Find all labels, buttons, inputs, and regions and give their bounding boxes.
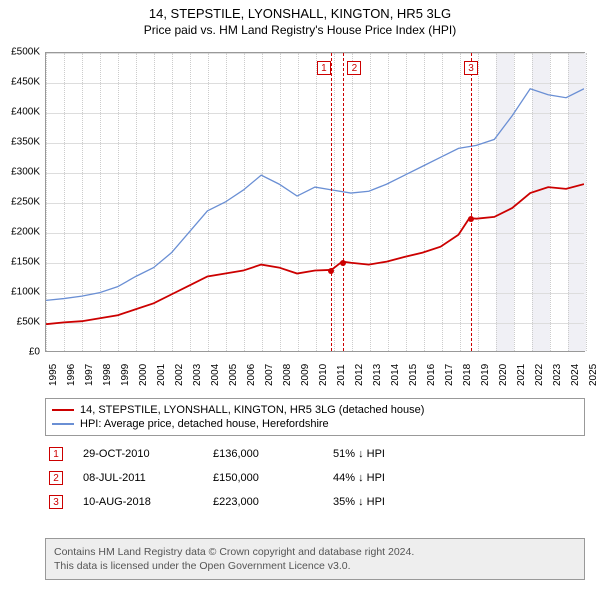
- series-line-property: [46, 184, 584, 324]
- x-tick-label: 2025: [588, 364, 599, 386]
- sale-row-2: 2 08-JUL-2011 £150,000 44% ↓ HPI: [45, 466, 585, 490]
- sale-point-dot: [328, 268, 334, 274]
- x-tick-label: 2001: [156, 364, 167, 386]
- x-tick-label: 2004: [210, 364, 221, 386]
- sale-row-3: 3 10-AUG-2018 £223,000 35% ↓ HPI: [45, 490, 585, 514]
- x-tick-label: 1999: [120, 364, 131, 386]
- x-tick-label: 2014: [390, 364, 401, 386]
- legend-label-hpi: HPI: Average price, detached house, Here…: [80, 418, 329, 430]
- chart-title: 14, STEPSTILE, LYONSHALL, KINGTON, HR5 3…: [0, 6, 600, 21]
- x-tick-label: 2019: [480, 364, 491, 386]
- chart-subtitle: Price paid vs. HM Land Registry's House …: [0, 23, 600, 37]
- event-marker-line: [471, 53, 472, 351]
- plot-area: 1 2 3: [45, 52, 585, 352]
- sale-row-1: 1 29-OCT-2010 £136,000 51% ↓ HPI: [45, 442, 585, 466]
- sale-pct-3: 35% ↓ HPI: [333, 496, 433, 508]
- x-tick-label: 2016: [426, 364, 437, 386]
- event-marker-line: [331, 53, 332, 351]
- x-tick-label: 1998: [102, 364, 113, 386]
- x-tick-label: 2007: [264, 364, 275, 386]
- sale-price-2: £150,000: [213, 472, 313, 484]
- attribution-footer: Contains HM Land Registry data © Crown c…: [45, 538, 585, 580]
- sale-price-3: £223,000: [213, 496, 313, 508]
- y-tick-label: £150K: [11, 257, 40, 268]
- sale-pct-1: 51% ↓ HPI: [333, 448, 433, 460]
- y-tick-label: £450K: [11, 77, 40, 88]
- series-line-hpi: [46, 89, 584, 301]
- y-tick-label: £100K: [11, 287, 40, 298]
- y-tick-label: £0: [29, 347, 40, 358]
- sale-pct-2: 44% ↓ HPI: [333, 472, 433, 484]
- sale-badge-2: 2: [49, 471, 63, 485]
- x-tick-label: 2002: [174, 364, 185, 386]
- x-tick-label: 2005: [228, 364, 239, 386]
- sales-table: 1 29-OCT-2010 £136,000 51% ↓ HPI 2 08-JU…: [45, 442, 585, 514]
- x-tick-label: 2008: [282, 364, 293, 386]
- legend-label-property: 14, STEPSTILE, LYONSHALL, KINGTON, HR5 3…: [80, 404, 424, 416]
- x-axis: 1995 1996 1997 1998 1999 2000 2001 2002 2003 2004…: [45, 356, 585, 396]
- sale-point-dot: [468, 216, 474, 222]
- chart-container: 14, STEPSTILE, LYONSHALL, KINGTON, HR5 3…: [0, 0, 600, 590]
- sale-badge-3: 3: [49, 495, 63, 509]
- sale-date-1: 29-OCT-2010: [83, 448, 193, 460]
- event-marker-badge: 1: [317, 61, 331, 75]
- x-tick-label: 2006: [246, 364, 257, 386]
- y-tick-label: £300K: [11, 167, 40, 178]
- x-tick-label: 2000: [138, 364, 149, 386]
- x-tick-label: 1995: [48, 364, 59, 386]
- x-tick-label: 2009: [300, 364, 311, 386]
- sale-date-3: 10-AUG-2018: [83, 496, 193, 508]
- title-block: 14, STEPSTILE, LYONSHALL, KINGTON, HR5 3…: [0, 0, 600, 37]
- x-tick-label: 2003: [192, 364, 203, 386]
- x-tick-label: 2023: [552, 364, 563, 386]
- x-tick-label: 2018: [462, 364, 473, 386]
- y-axis: £0£50K£100K£150K£200K£250K£300K£350K£400…: [0, 52, 42, 352]
- legend-item-property: 14, STEPSTILE, LYONSHALL, KINGTON, HR5 3…: [52, 403, 578, 417]
- sale-date-2: 08-JUL-2011: [83, 472, 193, 484]
- sale-price-1: £136,000: [213, 448, 313, 460]
- x-tick-label: 2021: [516, 364, 527, 386]
- x-tick-label: 2015: [408, 364, 419, 386]
- x-tick-label: 2017: [444, 364, 455, 386]
- y-tick-label: £500K: [11, 47, 40, 58]
- legend: 14, STEPSTILE, LYONSHALL, KINGTON, HR5 3…: [45, 398, 585, 436]
- sale-badge-1: 1: [49, 447, 63, 461]
- footer-line-1: Contains HM Land Registry data © Crown c…: [54, 545, 576, 559]
- footer-line-2: This data is licensed under the Open Gov…: [54, 559, 576, 573]
- y-tick-label: £400K: [11, 107, 40, 118]
- y-tick-label: £200K: [11, 227, 40, 238]
- event-marker-badge: 3: [464, 61, 478, 75]
- event-marker-badge: 2: [347, 61, 361, 75]
- y-tick-label: £250K: [11, 197, 40, 208]
- legend-swatch-hpi: [52, 423, 74, 425]
- x-tick-label: 2010: [318, 364, 329, 386]
- x-tick-label: 1997: [84, 364, 95, 386]
- x-tick-label: 2013: [372, 364, 383, 386]
- x-tick-label: 2020: [498, 364, 509, 386]
- sale-point-dot: [340, 260, 346, 266]
- x-tick-label: 2012: [354, 364, 365, 386]
- x-tick-label: 2011: [336, 364, 347, 386]
- legend-item-hpi: HPI: Average price, detached house, Here…: [52, 417, 578, 431]
- event-marker-line: [343, 53, 344, 351]
- x-tick-label: 1996: [66, 364, 77, 386]
- x-tick-label: 2022: [534, 364, 545, 386]
- y-tick-label: £50K: [17, 317, 40, 328]
- line-chart-svg: [46, 53, 584, 351]
- y-tick-label: £350K: [11, 137, 40, 148]
- x-tick-label: 2024: [570, 364, 581, 386]
- legend-swatch-property: [52, 409, 74, 411]
